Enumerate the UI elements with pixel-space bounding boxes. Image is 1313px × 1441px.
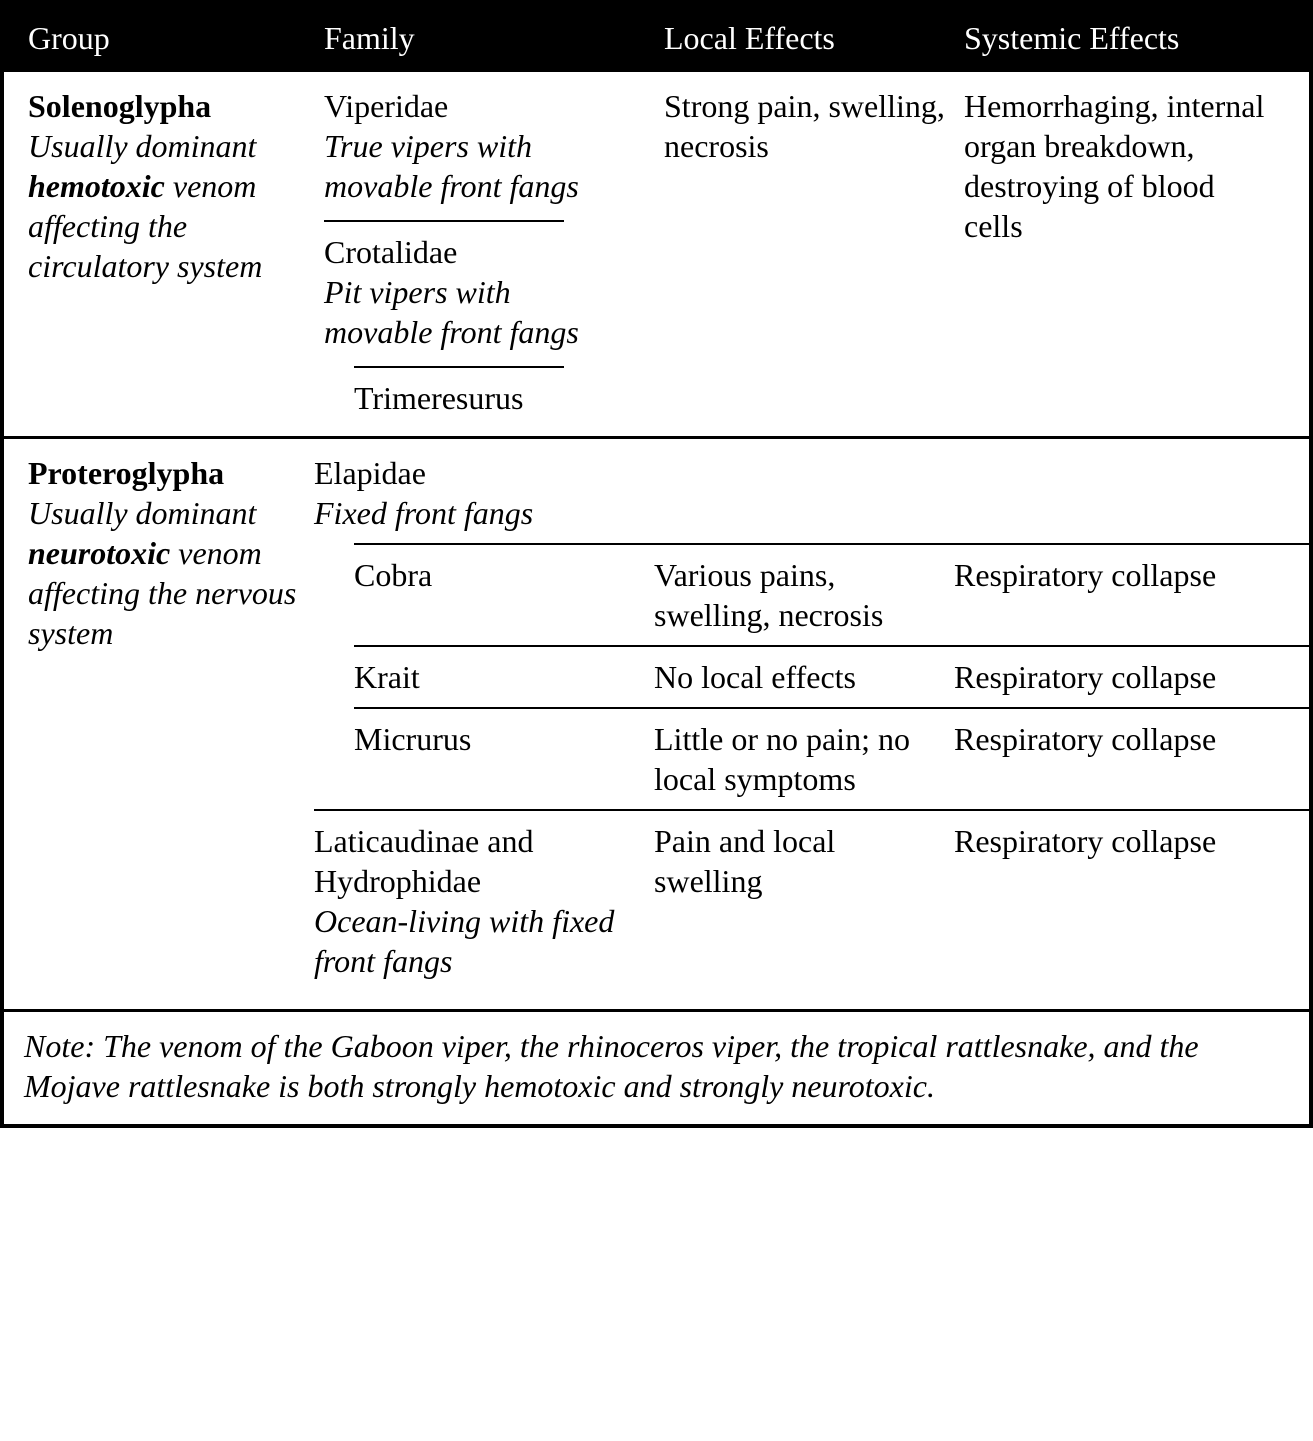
systemic-effects-cell: Respiratory collapse	[954, 821, 1254, 981]
header-group: Group	[4, 18, 314, 58]
local-effects-cell: Pain and local swelling	[654, 821, 954, 981]
family-name: Viperidae	[324, 86, 614, 126]
family-entry: Viperidae True vipers with movable front…	[324, 86, 614, 206]
group-desc-em: hemotoxic	[28, 168, 165, 204]
sub-row: Laticaudinae and Hydrophidae Ocean-livin…	[314, 809, 1309, 991]
venom-table: Group Family Local Effects Systemic Effe…	[0, 0, 1313, 1128]
local-effects-cell: Strong pain, swelling, necrosis	[654, 86, 954, 418]
family-desc: Ocean-living with fixed front fangs	[314, 901, 634, 981]
family-name: Crotalidae	[324, 232, 614, 272]
group-desc-em: neurotoxic	[28, 535, 170, 571]
group-desc-pre: Usually dominant	[28, 128, 256, 164]
group-cell: Proteroglypha Usually dominant neurotoxi…	[4, 453, 314, 991]
family-name: Elapidae	[314, 453, 1309, 493]
family-name: Cobra	[354, 555, 654, 635]
local-effects-cell: No local effects	[654, 657, 954, 697]
family-name: Micrurus	[354, 719, 654, 799]
group-title: Proteroglypha	[28, 453, 314, 493]
local-effects-cell: Little or no pain; no local symptoms	[654, 719, 954, 799]
systemic-effects-cell: Hemorrhaging, internal organ breakdown, …	[954, 86, 1274, 418]
family-name: Krait	[354, 657, 654, 697]
sub-table-head: Elapidae Fixed front fangs	[314, 453, 1309, 543]
sub-row: Krait No local effects Respiratory colla…	[354, 645, 1309, 707]
sub-row: Cobra Various pains, swelling, necrosis …	[354, 543, 1309, 645]
section-proteroglypha: Proteroglypha Usually dominant neurotoxi…	[4, 436, 1309, 1009]
footnote: Note: The venom of the Gaboon viper, the…	[4, 1009, 1309, 1124]
section-solenoglypha: Solenoglypha Usually dominant hemotoxic …	[4, 72, 1309, 436]
family-divider	[354, 366, 564, 368]
group-description: Usually dominant hemotoxic venom affecti…	[28, 126, 314, 286]
sub-row: Micrurus Little or no pain; no local sym…	[354, 707, 1309, 809]
family-desc: True vipers with movable front fangs	[324, 126, 614, 206]
group-desc-pre: Usually dominant	[28, 495, 256, 531]
sub-table: Elapidae Fixed front fangs Cobra Various…	[314, 453, 1309, 991]
family-entry: Crotalidae Pit vipers with movable front…	[324, 232, 614, 352]
family-name: Laticaudinae and Hydrophidae	[314, 821, 634, 901]
family-cell: Viperidae True vipers with movable front…	[314, 86, 654, 418]
family-entry: Trimeresurus	[324, 378, 614, 418]
systemic-effects-cell: Respiratory collapse	[954, 555, 1254, 635]
family-divider	[324, 220, 564, 222]
family-cell: Laticaudinae and Hydrophidae Ocean-livin…	[314, 821, 654, 981]
header-systemic: Systemic Effects	[954, 18, 1274, 58]
family-desc: Fixed front fangs	[314, 493, 1309, 533]
header-local: Local Effects	[654, 18, 954, 58]
header-family: Family	[314, 18, 654, 58]
group-description: Usually dominant neurotoxic venom affect…	[28, 493, 314, 653]
systemic-effects-cell: Respiratory collapse	[954, 719, 1254, 799]
family-desc: Pit vipers with movable front fangs	[324, 272, 614, 352]
family-name: Trimeresurus	[354, 378, 614, 418]
table-header: Group Family Local Effects Systemic Effe…	[4, 4, 1309, 72]
systemic-effects-cell: Respiratory collapse	[954, 657, 1254, 697]
group-cell: Solenoglypha Usually dominant hemotoxic …	[4, 86, 314, 418]
group-title: Solenoglypha	[28, 86, 314, 126]
local-effects-cell: Various pains, swelling, necrosis	[654, 555, 954, 635]
